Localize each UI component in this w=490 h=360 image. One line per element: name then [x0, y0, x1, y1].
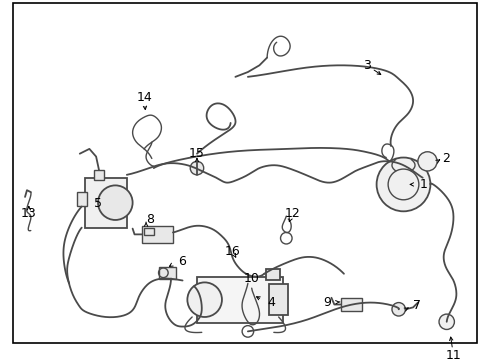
Text: 3: 3: [363, 59, 371, 72]
Circle shape: [418, 152, 437, 171]
Bar: [142, 226, 173, 243]
Text: 2: 2: [442, 152, 450, 165]
Text: 16: 16: [224, 245, 241, 258]
Bar: [341, 298, 362, 311]
Bar: [77, 192, 87, 206]
Text: 4: 4: [267, 296, 275, 309]
Text: 9: 9: [323, 296, 331, 309]
Text: 14: 14: [136, 91, 152, 104]
Circle shape: [377, 158, 430, 211]
Text: 8: 8: [146, 212, 154, 225]
Text: 6: 6: [178, 255, 186, 268]
Circle shape: [190, 161, 204, 175]
Text: 15: 15: [189, 147, 205, 160]
Bar: [94, 170, 104, 180]
Text: 5: 5: [94, 197, 102, 210]
Text: 12: 12: [285, 207, 301, 220]
Text: 7: 7: [413, 299, 421, 312]
Circle shape: [392, 302, 405, 316]
Circle shape: [439, 314, 454, 329]
Text: 13: 13: [21, 207, 37, 220]
Circle shape: [98, 185, 133, 220]
Text: 10: 10: [244, 272, 260, 285]
Bar: [269, 284, 288, 315]
Text: 11: 11: [445, 349, 461, 360]
Text: 1: 1: [420, 178, 428, 191]
Bar: [159, 267, 176, 279]
Bar: [266, 269, 280, 280]
Circle shape: [187, 282, 222, 317]
Bar: [197, 276, 283, 323]
Bar: [144, 228, 154, 235]
Bar: [85, 178, 127, 228]
